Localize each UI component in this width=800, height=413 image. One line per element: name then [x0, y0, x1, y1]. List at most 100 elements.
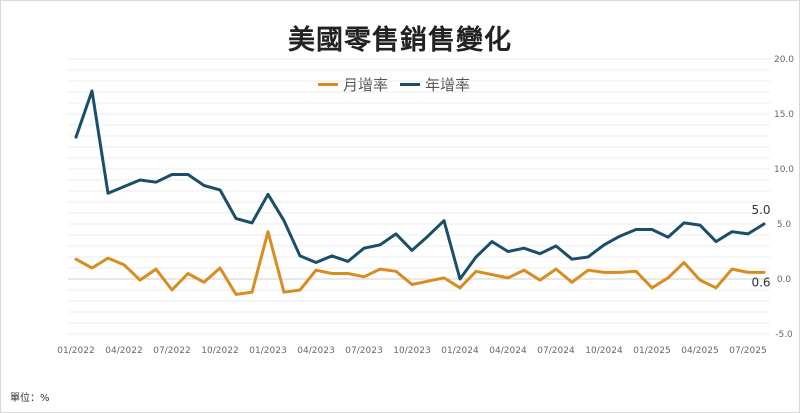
- data-point: [474, 255, 478, 259]
- x-tick-label: 01/2024: [441, 346, 479, 356]
- data-point: [122, 263, 126, 266]
- data-point: [362, 275, 366, 278]
- data-point: [202, 184, 206, 187]
- data-point: [730, 267, 734, 271]
- data-point: [186, 272, 190, 275]
- x-tick-label: 07/2023: [345, 346, 382, 356]
- x-tick-label: 07/2025: [729, 346, 766, 356]
- data-point: [298, 254, 302, 258]
- data-point: [346, 260, 350, 263]
- data-point: [426, 234, 430, 238]
- data-point: [618, 234, 622, 238]
- y-tick-label: 10.0: [774, 165, 794, 175]
- data-point: [282, 219, 286, 222]
- x-tick-label: 07/2024: [537, 346, 575, 356]
- x-tick-label: 01/2022: [57, 346, 94, 356]
- data-point: [458, 286, 462, 289]
- y-tick-label: -5.0: [775, 330, 793, 340]
- unit-label: 單位：%: [10, 393, 50, 404]
- data-point: [714, 286, 718, 289]
- data-point: [762, 271, 766, 274]
- data-point: [410, 283, 414, 286]
- data-label-monthly-end: 0.6: [751, 275, 770, 289]
- data-point: [634, 228, 638, 231]
- data-point: [586, 269, 590, 272]
- data-point: [74, 135, 78, 139]
- data-point: [586, 255, 590, 259]
- data-point: [682, 221, 686, 225]
- data-point: [746, 271, 750, 274]
- y-tick-label: 15.0: [774, 110, 794, 120]
- data-point: [330, 272, 334, 275]
- data-point: [602, 271, 606, 274]
- data-point: [522, 269, 526, 272]
- data-point: [74, 258, 78, 261]
- series-line-monthly: [74, 230, 766, 296]
- data-point: [170, 173, 174, 176]
- y-tick-label: 20.0: [774, 55, 794, 65]
- data-label-yearly-end: 5.0: [751, 203, 770, 217]
- series-line-yearly: [74, 89, 766, 281]
- data-point: [650, 228, 654, 231]
- data-point: [106, 192, 110, 195]
- data-point: [266, 193, 270, 196]
- data-point: [506, 250, 510, 253]
- data-point: [122, 185, 126, 188]
- legend-swatch-yearly: [400, 83, 421, 86]
- data-point: [762, 222, 766, 226]
- data-point: [378, 267, 382, 271]
- x-tick-label: 04/2022: [105, 346, 142, 356]
- data-point: [250, 291, 254, 294]
- x-tick-label: 04/2023: [297, 346, 334, 356]
- data-point: [90, 266, 94, 270]
- data-point: [218, 188, 222, 192]
- data-point: [218, 266, 222, 270]
- data-point: [570, 258, 574, 261]
- data-point: [570, 281, 574, 284]
- data-point: [458, 277, 462, 281]
- data-point: [442, 219, 446, 222]
- data-point: [250, 221, 254, 225]
- data-point: [474, 270, 478, 273]
- data-point: [410, 249, 414, 252]
- data-point: [554, 267, 558, 271]
- data-point: [618, 271, 622, 274]
- legend-swatch-monthly: [318, 83, 338, 86]
- x-tick-label: 10/2023: [393, 346, 430, 356]
- data-point: [202, 281, 206, 284]
- data-point: [234, 217, 238, 220]
- data-point: [362, 247, 366, 250]
- data-point: [682, 261, 686, 264]
- data-point: [522, 247, 526, 250]
- x-tick-label: 07/2022: [153, 346, 190, 356]
- data-point: [330, 254, 334, 258]
- data-point: [490, 240, 494, 243]
- data-point: [314, 261, 318, 264]
- data-point: [90, 89, 94, 93]
- x-tick-label: 01/2023: [249, 346, 286, 356]
- data-point: [426, 280, 430, 283]
- data-point: [298, 288, 302, 292]
- data-point: [394, 232, 398, 236]
- y-tick-label: 5.0: [777, 220, 792, 230]
- data-point: [602, 243, 606, 247]
- data-point: [170, 288, 174, 292]
- data-point: [234, 293, 238, 296]
- y-tick-label: 0.0: [777, 275, 792, 285]
- data-point: [106, 256, 110, 260]
- data-point: [650, 286, 654, 289]
- data-point: [698, 223, 702, 227]
- data-point: [442, 276, 446, 280]
- data-point: [746, 232, 750, 236]
- data-point: [394, 270, 398, 273]
- data-point: [698, 278, 702, 282]
- x-tick-label: 04/2024: [489, 346, 527, 356]
- data-point: [730, 230, 734, 233]
- data-point: [714, 240, 718, 243]
- data-point: [138, 178, 142, 182]
- data-point: [538, 278, 542, 282]
- data-point: [506, 276, 510, 280]
- data-point: [346, 272, 350, 275]
